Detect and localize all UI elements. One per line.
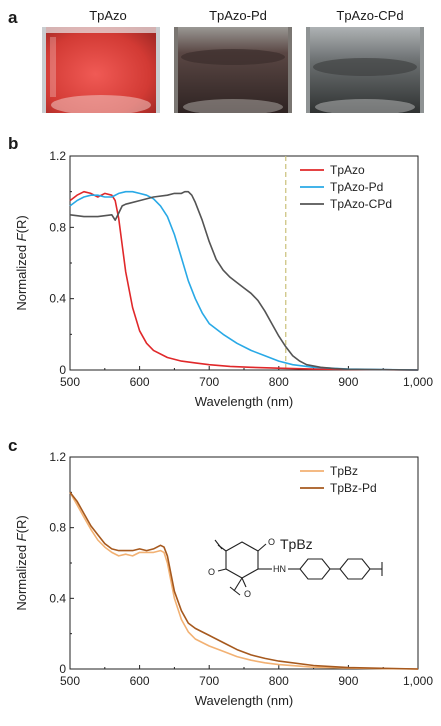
photo-tpazo-pd	[174, 27, 292, 113]
y-tick-label: 0.8	[49, 521, 66, 535]
photo-label-tpazo: TpAzo	[89, 8, 127, 23]
legend-label-tpbz: TpBz	[330, 464, 358, 478]
legend-label-tpazo-pd: TpAzo-Pd	[330, 180, 383, 194]
series-line-tpazo-pd	[69, 190, 419, 371]
x-tick-label: 700	[199, 375, 219, 389]
y-axis-label-suffix: (R)	[14, 515, 29, 533]
x-axis-label: Wavelength (nm)	[195, 394, 294, 409]
x-tick-label: 600	[130, 375, 150, 389]
tpbz-bond	[257, 543, 267, 552]
y-axis-label-italic: F	[14, 232, 29, 241]
vial-illustration-tpazo	[42, 27, 160, 113]
tpbz-core-ring	[225, 541, 259, 579]
inset-label-tpbz: TpBz	[280, 536, 313, 552]
x-tick-label: 500	[60, 375, 80, 389]
vial-illustration-tpazo-pd	[174, 27, 292, 113]
series-line-tpazo-cpd	[69, 190, 419, 371]
x-tick-label: 1,000	[403, 674, 433, 688]
tpbz-bond	[241, 577, 247, 588]
photo-label-tpazo-cpd: TpAzo-CPd	[336, 8, 404, 23]
photo-tpazo	[42, 27, 160, 113]
y-tick-label: 0.8	[49, 220, 66, 234]
tpbz-atom-o: O	[208, 567, 215, 577]
x-tick-label: 800	[269, 674, 289, 688]
tpbz-atom-o: O	[244, 589, 251, 599]
tpbz-phenyl-ring-1	[299, 558, 331, 580]
chart-b: 500 600 700 800 900 1,000 0 0.4 0.8 1.2 Wavelength…	[14, 149, 433, 409]
tpbz-bond	[214, 539, 223, 550]
y-tick-label: 1.2	[49, 450, 66, 464]
tpbz-bond	[217, 568, 227, 572]
x-tick-label: 1,000	[403, 375, 433, 389]
tpbz-bond	[229, 586, 241, 596]
x-tick-label: 500	[60, 674, 80, 688]
series-line-tpbz	[69, 491, 419, 670]
chart-c: 500 600 700 800 900 1,000 0 0.4 0.8 1.2 Wavelength…	[14, 450, 433, 708]
panel-letter-b: b	[8, 134, 19, 153]
y-axis-label-prefix: Normalized	[14, 241, 29, 310]
legend-label-tpazo: TpAzo	[330, 163, 365, 177]
x-tick-label: 700	[199, 674, 219, 688]
photo-label-tpazo-pd: TpAzo-Pd	[209, 8, 267, 23]
tpbz-phenyl-ring-2	[339, 558, 371, 580]
y-axis-label: Normalized F(R)	[14, 215, 29, 310]
y-tick-label: 0.4	[49, 292, 66, 306]
x-axis-label: Wavelength (nm)	[195, 693, 294, 708]
y-axis-label: Normalized F(R)	[14, 515, 29, 610]
y-tick-label: 0.4	[49, 591, 66, 605]
legend-label-tpazo-cpd: TpAzo-CPd	[330, 197, 392, 211]
panel-letter-a: a	[8, 8, 18, 27]
x-tick-label: 600	[130, 674, 150, 688]
legend-label-tpbz-pd: TpBz-Pd	[330, 481, 377, 495]
tpbz-structure-illustration: O O O HN	[208, 537, 383, 599]
y-axis-label-italic: F	[14, 532, 29, 541]
panel-letter-c: c	[8, 436, 18, 455]
tpbz-atom-hn: HN	[273, 564, 286, 574]
tpbz-bond	[233, 577, 243, 592]
y-tick-label: 0	[59, 662, 66, 676]
y-tick-label: 1.2	[49, 149, 66, 163]
y-axis-label-prefix: Normalized	[14, 541, 29, 610]
y-tick-label: 0	[59, 363, 66, 377]
series-line-tpazo	[69, 190, 419, 371]
vial-illustration-tpazo-cpd	[306, 27, 424, 113]
x-tick-label: 900	[338, 674, 358, 688]
x-tick-label: 900	[338, 375, 358, 389]
y-axis-label-suffix: (R)	[14, 215, 29, 233]
photo-tpazo-cpd	[306, 27, 424, 113]
series-line-tpbz-pd	[69, 491, 419, 670]
tpbz-atom-o: O	[268, 537, 275, 547]
x-tick-label: 800	[269, 375, 289, 389]
